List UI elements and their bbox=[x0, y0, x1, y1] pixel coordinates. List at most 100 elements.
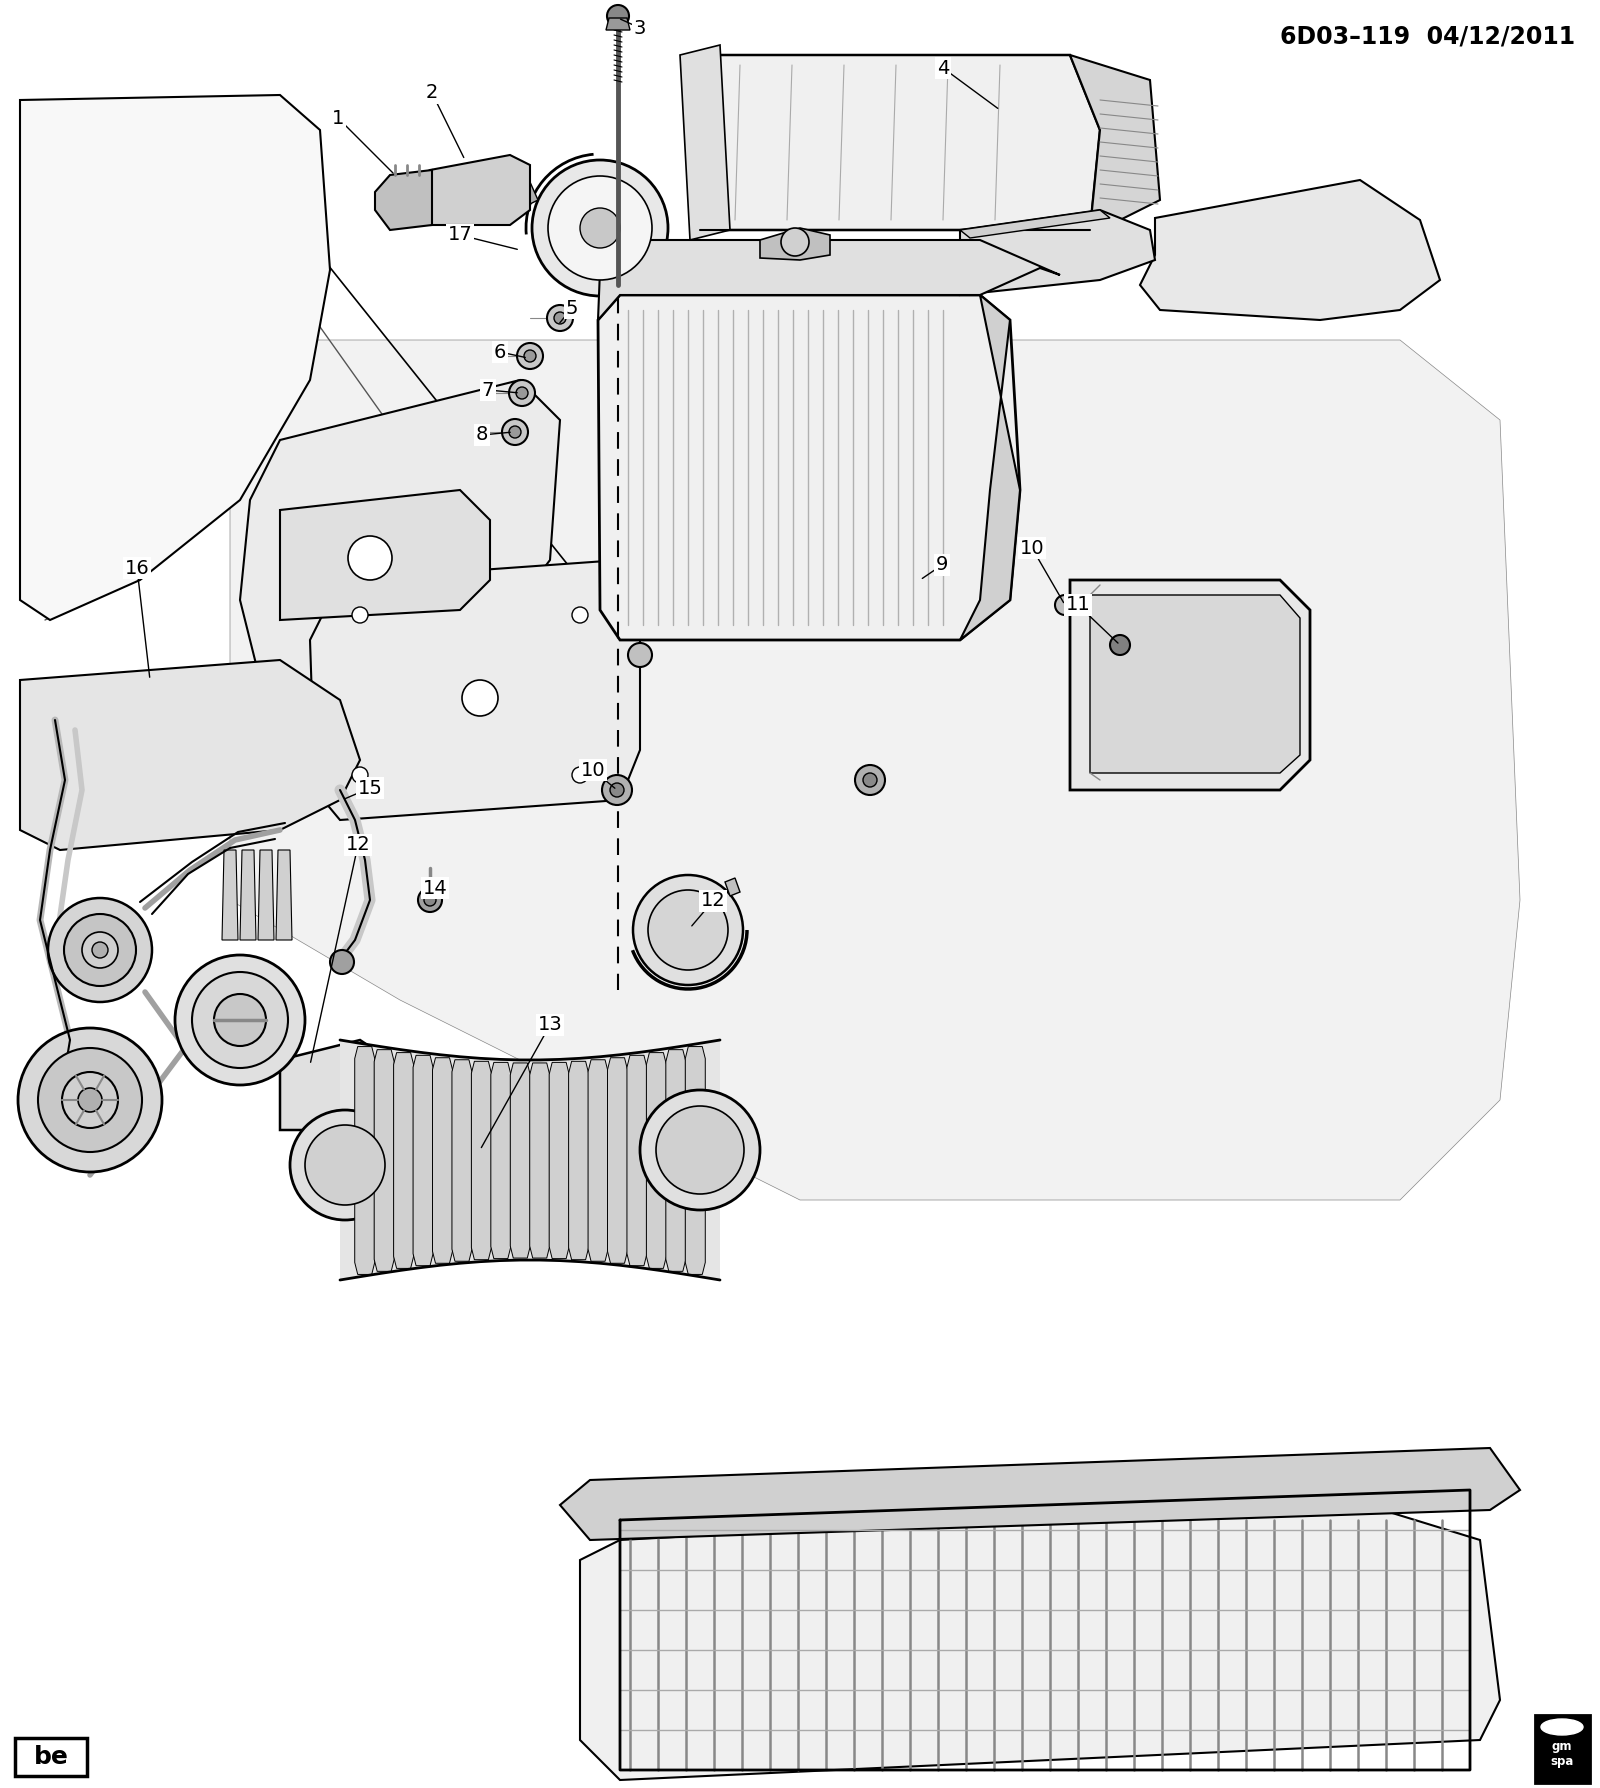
Polygon shape bbox=[451, 1060, 472, 1261]
Circle shape bbox=[214, 994, 266, 1046]
Circle shape bbox=[64, 914, 136, 985]
Circle shape bbox=[531, 159, 669, 297]
Polygon shape bbox=[277, 849, 291, 940]
Polygon shape bbox=[1070, 55, 1160, 231]
Polygon shape bbox=[960, 209, 1155, 295]
Circle shape bbox=[517, 343, 542, 368]
Polygon shape bbox=[394, 1053, 414, 1268]
Polygon shape bbox=[568, 1062, 589, 1261]
Text: 17: 17 bbox=[448, 225, 472, 245]
Polygon shape bbox=[598, 295, 1021, 640]
Text: 10: 10 bbox=[581, 760, 605, 780]
Text: 15: 15 bbox=[357, 778, 382, 797]
Polygon shape bbox=[589, 1060, 608, 1261]
Polygon shape bbox=[666, 1050, 686, 1271]
Polygon shape bbox=[310, 560, 640, 821]
Circle shape bbox=[82, 932, 118, 967]
Polygon shape bbox=[960, 209, 1110, 238]
Circle shape bbox=[509, 426, 522, 438]
Text: 6: 6 bbox=[494, 343, 506, 361]
Text: 1: 1 bbox=[331, 109, 344, 127]
Circle shape bbox=[462, 679, 498, 715]
Circle shape bbox=[509, 381, 534, 406]
Polygon shape bbox=[685, 1046, 706, 1275]
Circle shape bbox=[349, 536, 392, 579]
Circle shape bbox=[579, 207, 621, 249]
Text: 2: 2 bbox=[426, 84, 438, 102]
Circle shape bbox=[93, 942, 109, 958]
Polygon shape bbox=[472, 1062, 491, 1261]
Circle shape bbox=[634, 874, 742, 985]
Polygon shape bbox=[606, 18, 630, 30]
Polygon shape bbox=[432, 1058, 453, 1264]
Polygon shape bbox=[258, 849, 274, 940]
Circle shape bbox=[38, 1048, 142, 1151]
Polygon shape bbox=[598, 240, 1059, 320]
Text: 12: 12 bbox=[346, 835, 370, 855]
Polygon shape bbox=[280, 1041, 390, 1130]
Text: 14: 14 bbox=[422, 878, 448, 898]
Circle shape bbox=[174, 955, 306, 1085]
Circle shape bbox=[352, 606, 368, 622]
Circle shape bbox=[502, 418, 528, 445]
Polygon shape bbox=[414, 156, 530, 225]
Polygon shape bbox=[339, 1041, 720, 1280]
Circle shape bbox=[640, 1091, 760, 1210]
Text: 13: 13 bbox=[538, 1016, 562, 1035]
Polygon shape bbox=[230, 340, 1520, 1200]
Text: gm
spa: gm spa bbox=[1550, 1740, 1574, 1768]
Text: 6D03–119  04/12/2011: 6D03–119 04/12/2011 bbox=[1280, 25, 1574, 48]
Polygon shape bbox=[627, 1055, 646, 1266]
Circle shape bbox=[554, 311, 566, 324]
Polygon shape bbox=[510, 1062, 530, 1259]
Circle shape bbox=[418, 889, 442, 912]
Circle shape bbox=[547, 175, 653, 281]
Circle shape bbox=[62, 1073, 118, 1128]
Polygon shape bbox=[560, 1448, 1520, 1539]
Polygon shape bbox=[518, 182, 538, 206]
Text: 4: 4 bbox=[938, 59, 949, 77]
Circle shape bbox=[610, 783, 624, 797]
Circle shape bbox=[547, 306, 573, 331]
Text: 10: 10 bbox=[1019, 538, 1045, 558]
Circle shape bbox=[78, 1089, 102, 1112]
Circle shape bbox=[330, 949, 354, 974]
Text: 8: 8 bbox=[475, 426, 488, 445]
Circle shape bbox=[862, 772, 877, 787]
Polygon shape bbox=[579, 1500, 1501, 1781]
Text: 16: 16 bbox=[125, 558, 149, 578]
Polygon shape bbox=[725, 878, 739, 896]
Text: 7: 7 bbox=[482, 381, 494, 399]
Polygon shape bbox=[608, 1058, 627, 1264]
Polygon shape bbox=[1070, 579, 1310, 790]
Text: 11: 11 bbox=[1066, 595, 1090, 615]
Circle shape bbox=[781, 229, 810, 256]
Polygon shape bbox=[1090, 595, 1299, 772]
Circle shape bbox=[18, 1028, 162, 1171]
Text: 3: 3 bbox=[634, 18, 646, 38]
Circle shape bbox=[306, 1125, 386, 1205]
Polygon shape bbox=[646, 1053, 666, 1268]
Polygon shape bbox=[240, 849, 256, 940]
Polygon shape bbox=[760, 229, 830, 259]
Circle shape bbox=[648, 890, 728, 971]
Polygon shape bbox=[374, 1050, 394, 1271]
Text: be: be bbox=[34, 1745, 69, 1768]
FancyBboxPatch shape bbox=[1534, 1715, 1590, 1783]
Polygon shape bbox=[240, 381, 560, 699]
Text: 5: 5 bbox=[566, 299, 578, 318]
Circle shape bbox=[525, 350, 536, 361]
Text: 9: 9 bbox=[936, 556, 949, 574]
Polygon shape bbox=[355, 1046, 374, 1275]
Circle shape bbox=[606, 5, 629, 27]
Polygon shape bbox=[549, 1062, 570, 1259]
Circle shape bbox=[424, 894, 435, 907]
Polygon shape bbox=[491, 1062, 510, 1259]
Polygon shape bbox=[222, 849, 238, 940]
Circle shape bbox=[352, 767, 368, 783]
Circle shape bbox=[573, 606, 589, 622]
Circle shape bbox=[290, 1110, 400, 1219]
Circle shape bbox=[192, 973, 288, 1067]
Polygon shape bbox=[413, 1055, 434, 1266]
Circle shape bbox=[656, 1107, 744, 1194]
